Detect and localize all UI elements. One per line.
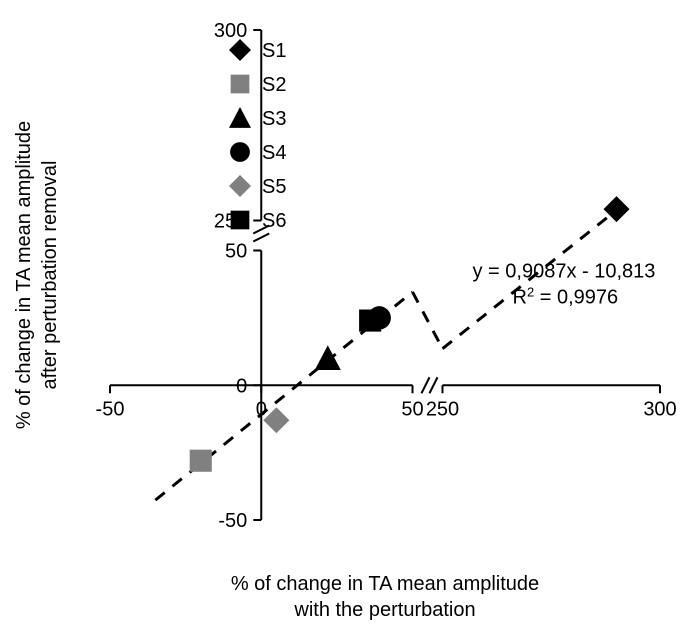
legend-marker-S5 <box>229 175 251 197</box>
legend-marker-S3 <box>229 107 251 128</box>
x-tick-label: 250 <box>426 398 459 420</box>
y-tick-label: 300 <box>214 20 247 42</box>
legend-label: S6 <box>262 210 286 232</box>
y-tick-label: 50 <box>225 241 247 263</box>
legend-marker-S2 <box>231 75 250 94</box>
x-tick-label: 50 <box>401 398 423 420</box>
data-point-S1 <box>604 196 630 222</box>
y-axis-label: after perturbation removal <box>39 160 61 389</box>
y-tick-label: -50 <box>218 510 247 532</box>
axis-break <box>422 377 438 393</box>
legend-label: S1 <box>262 40 286 62</box>
chart-container: -50050250300-50050250300% of change in T… <box>0 0 685 634</box>
data-point-S3 <box>315 345 341 370</box>
data-point-S2 <box>190 450 212 472</box>
x-tick-label: 300 <box>643 398 676 420</box>
legend-marker-S4 <box>230 142 250 162</box>
y-tick-label: 0 <box>236 375 247 397</box>
legend-label: S5 <box>262 176 286 198</box>
x-tick-label: -50 <box>96 398 125 420</box>
x-axis-label: with the perturbation <box>293 599 475 621</box>
regression-equation: y = 0,9087x - 10,813 <box>473 260 656 282</box>
legend: S1 S2 S3 S4 S5 S6 <box>229 39 286 232</box>
scatter-chart: -50050250300-50050250300% of change in T… <box>0 0 685 634</box>
trend-line <box>413 292 443 349</box>
legend-marker-S6 <box>231 211 250 230</box>
y-axis-label: % of change in TA mean amplitude <box>13 121 35 429</box>
r-squared: R2 = 0,9976 <box>513 284 619 309</box>
x-tick-label: 0 <box>256 398 267 420</box>
legend-label: S4 <box>262 142 286 164</box>
legend-label: S2 <box>262 74 286 96</box>
legend-marker-S1 <box>229 39 251 61</box>
data-point-S6 <box>359 310 381 332</box>
x-axis-label: % of change in TA mean amplitude <box>231 573 539 595</box>
legend-label: S3 <box>262 108 286 130</box>
